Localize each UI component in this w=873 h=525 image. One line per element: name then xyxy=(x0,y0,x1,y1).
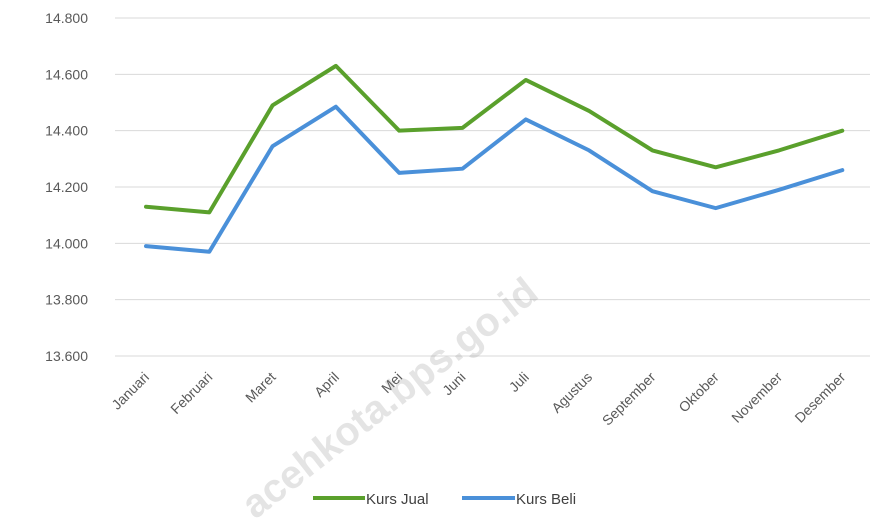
x-tick-label: Agustus xyxy=(548,369,595,416)
series-line-0 xyxy=(144,63,845,215)
legend-label: Kurs Jual xyxy=(366,491,429,508)
x-tick-label: Februari xyxy=(167,369,215,417)
series-lines xyxy=(144,63,845,254)
x-tick-label: September xyxy=(599,369,659,429)
gridlines xyxy=(115,17,870,357)
x-axis-ticks: Januari Februari Maret April Mei Juni Juli Agus… xyxy=(108,369,848,429)
x-tick-label: Oktober xyxy=(675,369,722,416)
y-tick-label: 13.600 xyxy=(45,348,88,364)
x-tick-label: Desember xyxy=(791,369,848,426)
y-tick-label: 13.800 xyxy=(45,292,88,308)
x-tick-label: Maret xyxy=(242,369,279,406)
y-tick-label: 14.600 xyxy=(45,66,88,82)
y-tick-label: 14.800 xyxy=(45,10,88,26)
watermark-text: acehkota.bps.go.id xyxy=(233,269,546,525)
y-axis-ticks: 13.600 13.800 14.000 14.200 14.400 14.600 14.8… xyxy=(45,10,88,364)
x-tick-label: Juli xyxy=(506,369,532,395)
x-tick-label: Januari xyxy=(108,369,152,413)
series-line-1 xyxy=(144,104,845,254)
y-tick-label: 14.200 xyxy=(45,179,88,195)
legend-label: Kurs Beli xyxy=(516,491,576,508)
y-tick-label: 14.000 xyxy=(45,235,88,251)
y-tick-label: 14.400 xyxy=(45,123,88,139)
x-tick-label: April xyxy=(311,369,342,400)
x-tick-label: November xyxy=(728,369,785,426)
legend: Kurs Jual Kurs Beli xyxy=(313,491,576,508)
